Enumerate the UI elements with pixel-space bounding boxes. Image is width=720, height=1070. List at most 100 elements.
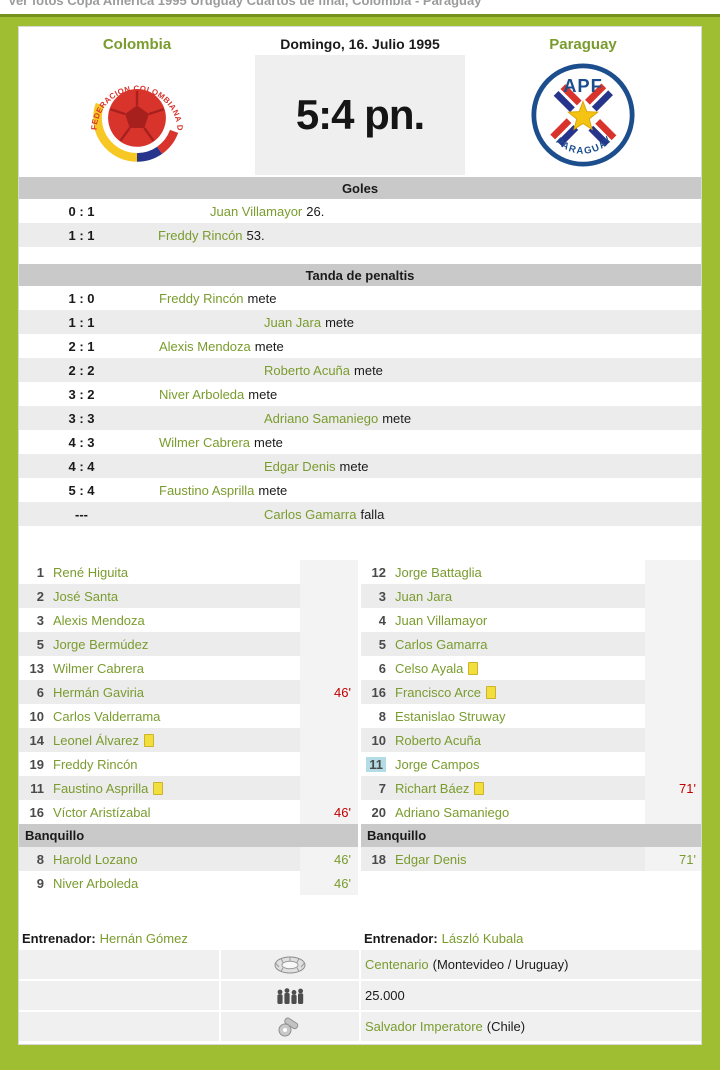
yellow-card-icon [468, 661, 479, 675]
final-score: 5:4 pn. [255, 55, 465, 175]
player-link[interactable]: Niver Arboleda [53, 875, 139, 891]
player-link[interactable]: Juan Villamayor [210, 203, 303, 219]
shirt-number: 3 [36, 612, 44, 628]
player-link[interactable]: Faustino Asprilla [159, 482, 255, 498]
player-link[interactable]: Juan Jara [264, 314, 322, 330]
bench-header: Banquillo [361, 824, 701, 847]
substitution-minute: 46' [300, 800, 358, 824]
player-link[interactable]: Edgar Denis [264, 458, 336, 474]
penalty-row: 1 : 0 Freddy Rincón mete [19, 286, 701, 310]
shirt-number: 19 [29, 756, 44, 772]
player-name-cell: Estanislao Struway [395, 709, 645, 724]
player-name-cell: René Higuita [53, 565, 300, 580]
event-detail: 53. [246, 227, 265, 243]
player-row: 8 Estanislao Struway [361, 704, 701, 728]
player-link[interactable]: Adriano Samaniego [395, 804, 510, 820]
away-team-link[interactable]: Paraguay [549, 35, 617, 53]
player-link[interactable]: Wilmer Cabrera [53, 660, 145, 676]
player-link[interactable]: Freddy Rincón [158, 227, 243, 243]
player-link[interactable]: Edgar Denis [395, 851, 467, 867]
player-link[interactable]: Harold Lozano [53, 851, 138, 867]
penalty-rows: 1 : 0 Freddy Rincón mete 1 : 1 Juan Jara mete… [19, 286, 701, 526]
player-link[interactable]: Faustino Asprilla [53, 780, 149, 796]
away-coach-link[interactable]: László Kubala [441, 931, 524, 946]
substitution-minute [300, 560, 358, 584]
substitution-minute: 46' [300, 847, 358, 871]
info-detail: 25.000 [365, 988, 405, 1003]
substitution-minute [300, 728, 358, 752]
substitution-minute [645, 608, 701, 632]
event-text: Freddy Rincón mete [159, 291, 276, 306]
score-value: 5 : 4 [68, 482, 95, 498]
substitution-minute: 71' [645, 776, 701, 800]
penalty-shootout-section: Tanda de penaltis 1 : 0 Freddy Rincón mete… [19, 264, 701, 526]
shirt-number: 5 [378, 636, 386, 652]
player-row: 11 Faustino Asprilla [19, 776, 358, 800]
player-link[interactable]: Juan Villamayor [395, 612, 488, 628]
shirt-number: 8 [378, 708, 386, 724]
player-link[interactable]: Richart Báez [395, 780, 470, 796]
colombia-federation-logo[interactable]: FEDERACION COLOMBIANA DE FUTBOL [84, 62, 190, 168]
substitution-minute [645, 584, 701, 608]
player-link[interactable]: Roberto Acuña [395, 732, 482, 748]
player-row: 11 Jorge Campos [361, 752, 701, 776]
player-link[interactable]: René Higuita [53, 564, 129, 580]
penalty-row: --- Carlos Gamarra falla [19, 502, 701, 526]
player-link[interactable]: Wilmer Cabrera [159, 434, 251, 450]
yellow-card-icon [485, 685, 496, 699]
home-team-link[interactable]: Colombia [102, 35, 172, 53]
player-link[interactable]: Roberto Acuña [264, 362, 351, 378]
player-link[interactable]: Estanislao Struway [395, 708, 506, 724]
player-link[interactable]: José Santa [53, 588, 119, 604]
player-link[interactable]: Hermán Gaviria [53, 684, 145, 700]
home-coach-cell: Entrenador: Hernán Gómez [19, 931, 358, 946]
player-link[interactable]: Adriano Samaniego [264, 410, 379, 426]
player-link[interactable]: Alexis Mendoza [53, 612, 145, 628]
score-value: 4 : 3 [68, 434, 95, 450]
player-link[interactable]: Freddy Rincón [53, 756, 138, 772]
player-name-cell: Adriano Samaniego [395, 805, 645, 820]
event-text: Niver Arboleda mete [159, 387, 277, 402]
penalty-row: 3 : 3 Adriano Samaniego mete [19, 406, 701, 430]
player-name-cell: Juan Villamayor [395, 613, 645, 628]
event-detail: mete [354, 362, 383, 378]
player-link[interactable]: Francisco Arce [395, 684, 481, 700]
top-cropped-link-bar: Ver fotos Copa América 1995 Uruguay Cuar… [0, 0, 720, 14]
shirt-number: 1 [36, 564, 44, 580]
paraguay-apf-logo[interactable]: APF PARAGUAY [530, 62, 636, 168]
shirt-number: 8 [36, 851, 44, 867]
photos-link[interactable]: Ver fotos Copa América 1995 Uruguay Cuar… [8, 0, 482, 8]
event-detail: mete [339, 458, 369, 474]
event-detail: falla [360, 506, 385, 522]
penalty-row: 1 : 1 Juan Jara mete [19, 310, 701, 334]
shirt-number: 6 [378, 660, 386, 676]
player-link[interactable]: Carlos Gamarra [395, 636, 488, 652]
player-row: 1 René Higuita [19, 560, 358, 584]
player-name-cell: Alexis Mendoza [53, 613, 300, 628]
team-header-row: Colombia Domingo, 16. Julio 1995 Paragua… [19, 27, 701, 55]
info-link[interactable]: Salvador Imperatore [365, 1019, 483, 1034]
substitution-minute [645, 728, 701, 752]
player-link[interactable]: Jorge Bermúdez [53, 636, 149, 652]
player-link[interactable]: Jorge Battaglia [395, 564, 482, 580]
player-link[interactable]: Niver Arboleda [159, 386, 245, 402]
player-row: 3 Juan Jara [361, 584, 701, 608]
goals-section-title: Goles [19, 177, 701, 199]
player-link[interactable]: Carlos Gamarra [264, 506, 357, 522]
home-coach-link[interactable]: Hernán Gómez [99, 931, 188, 946]
substitution-minute: 71' [645, 847, 701, 871]
player-link[interactable]: Celso Ayala [395, 660, 464, 676]
player-link[interactable]: Carlos Valderrama [53, 708, 161, 724]
event-detail: mete [254, 338, 284, 354]
match-info-table: Centenario (Montevideo / Uruguay) 25.000 Sa… [19, 950, 701, 1041]
penalty-row: 3 : 2 Niver Arboleda mete [19, 382, 701, 406]
player-link[interactable]: Jorge Campos [395, 756, 480, 772]
away-coach-cell: Entrenador: László Kubala [361, 931, 701, 946]
player-link[interactable]: Víctor Aristízabal [53, 804, 151, 820]
player-link[interactable]: Juan Jara [395, 588, 453, 604]
player-link[interactable]: Leonel Álvarez [53, 732, 139, 748]
player-link[interactable]: Alexis Mendoza [159, 338, 251, 354]
info-link[interactable]: Centenario [365, 957, 429, 972]
penalty-row: 4 : 4 Edgar Denis mete [19, 454, 701, 478]
player-link[interactable]: Freddy Rincón [159, 290, 244, 306]
